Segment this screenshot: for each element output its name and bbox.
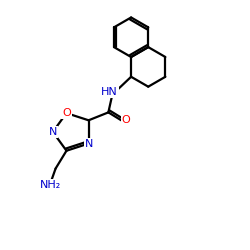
Text: O: O	[62, 108, 71, 118]
Text: NH₂: NH₂	[40, 180, 61, 190]
Text: N: N	[48, 127, 57, 137]
Text: N: N	[84, 138, 93, 148]
Text: O: O	[122, 115, 130, 125]
Text: HN: HN	[101, 86, 118, 97]
